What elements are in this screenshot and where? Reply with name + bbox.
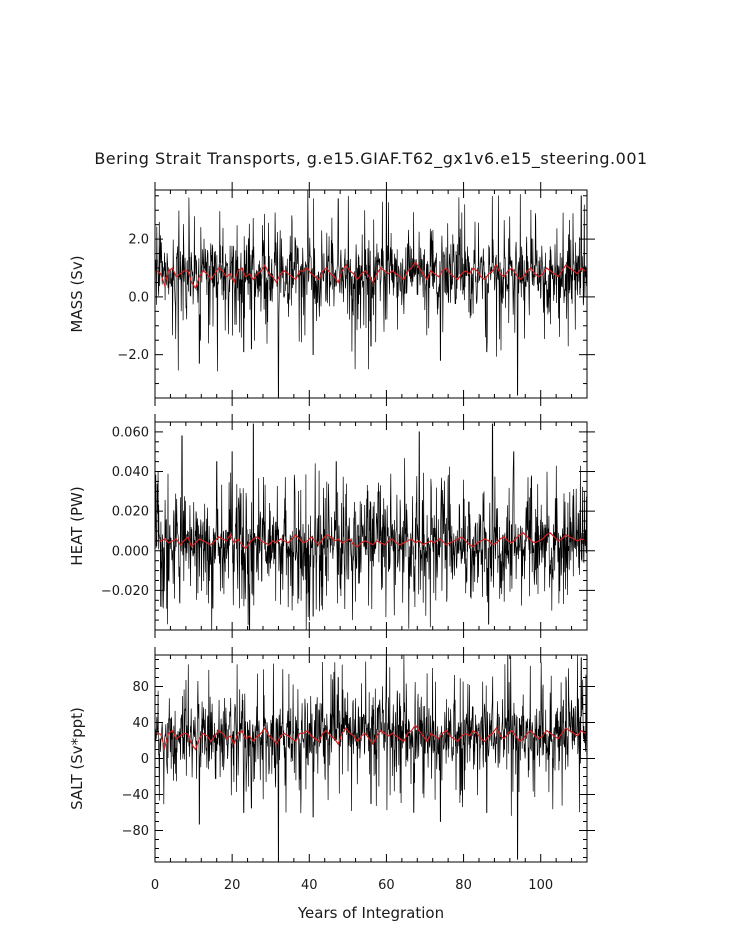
x-tick-label: 40 [301, 878, 318, 893]
y-tick-label: −2.0 [117, 348, 149, 363]
y-tick-label: 0.000 [112, 544, 149, 559]
x-tick-label: 100 [528, 878, 553, 893]
y-tick-label: 40 [132, 716, 149, 731]
y-axis-label-heat: HEAT (PW) [68, 486, 86, 565]
x-tick-label: 20 [224, 878, 241, 893]
y-tick-label: −0.020 [101, 584, 149, 599]
panel-salt: 80 40 0 −40 −80 SALT (Sv*ppt) [68, 654, 595, 863]
panel-mass: 2.0 0.0 −2.0 MASS (Sv) [68, 182, 595, 422]
series-monthly-mass [155, 190, 587, 396]
series-annual-salt [156, 724, 586, 751]
x-tick-label: 60 [378, 878, 395, 893]
x-tick-label: 0 [151, 878, 159, 893]
y-tick-label: 0 [141, 752, 149, 767]
x-axis-label: Years of Integration [297, 904, 444, 922]
y-tick-label: −80 [122, 824, 149, 839]
series-annual-mass [156, 261, 586, 290]
chart-title: Bering Strait Transports, g.e15.GIAF.T62… [94, 149, 647, 169]
y-tick-label: 0.060 [112, 425, 149, 440]
series-annual-heat [156, 532, 586, 550]
y-axis-label-salt: SALT (Sv*ppt) [68, 707, 86, 810]
series-monthly-heat [155, 423, 587, 630]
x-tick-label: 80 [455, 878, 472, 893]
series-monthly-salt [155, 655, 587, 860]
y-tick-label: −40 [122, 788, 149, 803]
y-axis-label-mass: MASS (Sv) [68, 255, 86, 332]
y-tick-label: 0.020 [112, 505, 149, 520]
y-tick-label: 0.0 [128, 290, 149, 305]
y-tick-label: 80 [132, 680, 149, 695]
y-tick-label: 2.0 [128, 233, 149, 248]
chart-panels: 2.0 0.0 −2.0 MASS (Sv) 0.060 0.040 0.020 0.000 −… [68, 182, 595, 893]
panel-heat: 0.060 0.040 0.020 0.000 −0.020 HEAT (PW) [68, 421, 595, 655]
y-tick-label: 0.040 [112, 465, 149, 480]
